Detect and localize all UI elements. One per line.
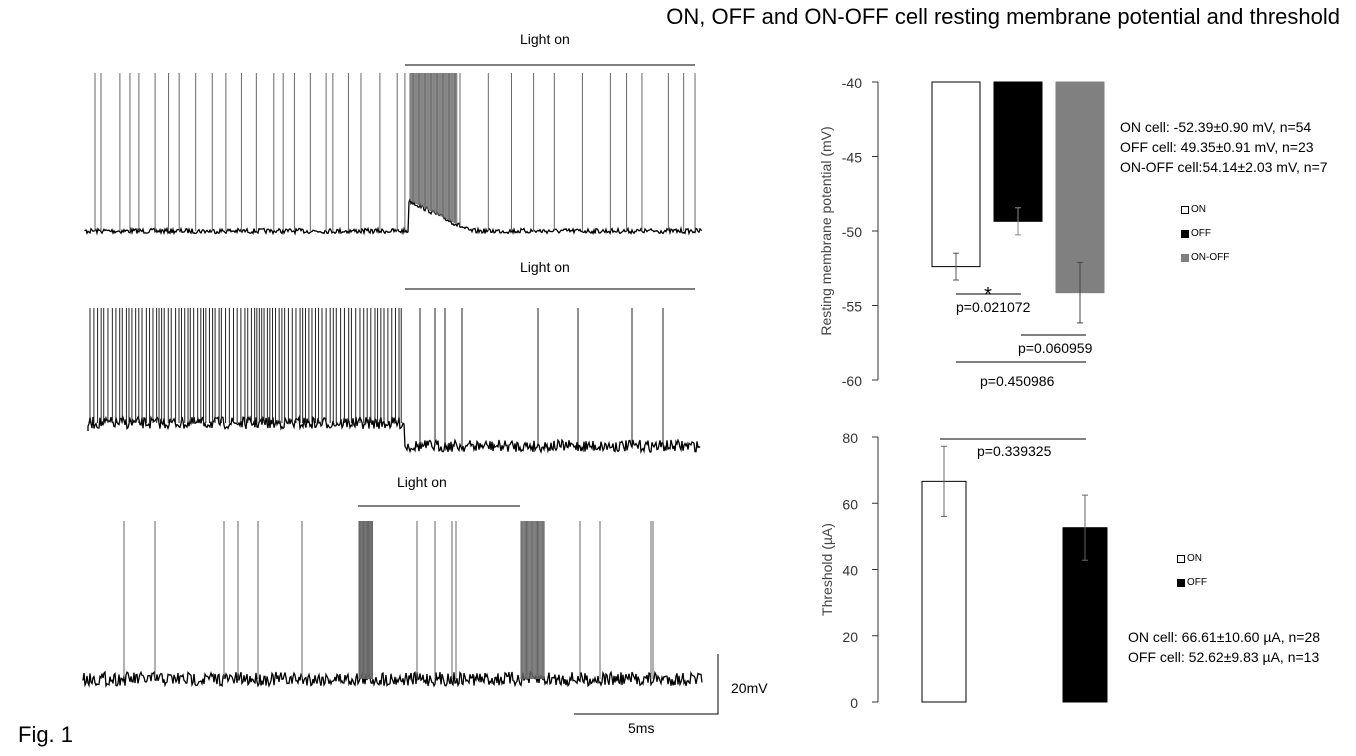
trace-baseline (82, 669, 703, 689)
on-off-cell-trace (82, 521, 703, 689)
p-value-on-onoff: p=0.450986 (980, 373, 1055, 389)
stat-off-rmp: OFF cell: 49.35±0.91 mV, n=23 (1120, 139, 1314, 155)
legend-label-off: OFF (1191, 228, 1211, 239)
bar-on (931, 81, 981, 268)
p-value-threshold: p=0.339325 (977, 443, 1052, 459)
y-tick-label: -60 (842, 373, 862, 389)
y-tick-label: 20 (842, 629, 858, 645)
legend-label-on: ON (1191, 204, 1206, 215)
figure-title: ON, OFF and ON-OFF cell resting membrane… (666, 4, 1340, 29)
stat-off-threshold: OFF cell: 52.62±9.83 µA, n=13 (1128, 649, 1320, 665)
scale-bar (574, 654, 719, 715)
y-tick-label: -50 (842, 224, 862, 240)
legend2-swatch-off (1177, 579, 1185, 587)
scale-bar-time-label: 5ms (628, 720, 655, 736)
y-axis-label: Resting membrane potential (mV) (818, 126, 834, 335)
y-tick-label: -40 (842, 75, 862, 91)
on-cell-trace (84, 73, 703, 236)
light-on-label-2: Light on (520, 259, 570, 275)
stat-on-rmp: ON cell: -52.39±0.90 mV, n=54 (1120, 119, 1312, 135)
resting-potential-chart: -40 -45 -50 -55 -60 Resting membrane potentia… (818, 75, 1105, 389)
bar-off (993, 81, 1043, 222)
stat-on-threshold: ON cell: 66.61±10.60 µA, n=28 (1128, 629, 1321, 645)
p-value-on-off: p=0.021072 (956, 299, 1031, 315)
figure-label: Fig. 1 (18, 722, 74, 747)
bar-onoff (1055, 81, 1105, 294)
trace-baseline (84, 196, 703, 236)
y-tick-label: -45 (842, 150, 862, 166)
legend-label-onoff: ON-OFF (1191, 252, 1230, 263)
stat-onoff-rmp: ON-OFF cell:54.14±2.03 mV, n=7 (1120, 159, 1328, 175)
y-tick-label: 60 (842, 496, 858, 512)
sig-star: * (984, 284, 992, 306)
y-axis-label: Threshold (µA) (819, 523, 835, 616)
y-tick-label: 80 (842, 430, 858, 446)
p-value-off-onoff: p=0.060959 (1018, 340, 1093, 356)
legend-swatch-onoff (1181, 254, 1189, 262)
scale-bar-voltage-label: 20mV (731, 680, 768, 696)
y-tick-label: -55 (842, 299, 862, 315)
bar-on (921, 480, 967, 703)
trace-baseline (87, 415, 701, 455)
legend-swatch-off (1181, 230, 1189, 238)
legend2-swatch-on (1177, 555, 1185, 563)
legend-swatch-on (1181, 206, 1189, 214)
legend2-label-on: ON (1187, 553, 1202, 564)
y-tick-label: 40 (842, 563, 858, 579)
light-on-label-1: Light on (520, 31, 570, 47)
threshold-chart: 80 60 40 20 0 Threshold (µA) p=0.339325 (819, 430, 1108, 711)
light-on-label-3: Light on (397, 474, 447, 490)
legend2-label-off: OFF (1187, 577, 1207, 588)
off-cell-trace (87, 308, 701, 455)
y-tick-label: 0 (850, 695, 858, 711)
